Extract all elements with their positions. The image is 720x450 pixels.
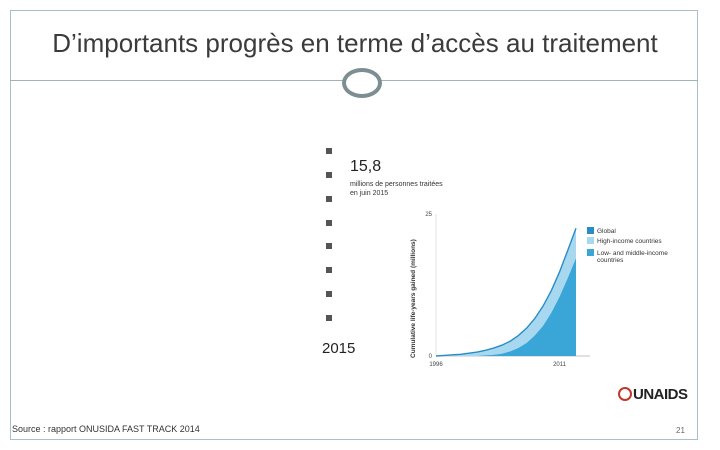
life-years-chart: Cumulative life-years gained (millions) … [410, 212, 670, 368]
stat-value: 15,8 [350, 158, 382, 175]
bullet-square-icon [326, 291, 332, 297]
slide-title: D’importants progrès en terme d’accès au… [52, 28, 658, 58]
legend-label-low-middle-income: Low- and middle-income countries [597, 250, 670, 264]
legend-label-high-income: High-income countries [597, 238, 662, 245]
x-tick-label: 2011 [553, 362, 567, 368]
year-label: 2015 [322, 340, 356, 357]
y-axis-title: Cumulative life-years gained (millions) [410, 239, 417, 358]
bullet-square-icon [326, 172, 332, 178]
legend-label-global: Global [597, 228, 616, 235]
bullet-square-icon [326, 220, 332, 226]
series-area-low-middle-income [436, 258, 576, 356]
x-tick-label: 1996 [429, 362, 443, 368]
unaids-logo: UNAIDS [618, 386, 688, 403]
bullet-square-icon [326, 267, 332, 273]
bullet-square-icon [326, 243, 332, 249]
bullet-square-icon [326, 315, 332, 321]
bullet-square-icon [326, 196, 332, 202]
series-area-high-income [436, 228, 576, 356]
bullet-square-icon [326, 148, 332, 154]
stat-caption: millions de personnes traitées en juin 2… [350, 181, 443, 197]
slide-frame [10, 10, 698, 440]
legend-swatch-global [587, 227, 594, 234]
source-note: Source : rapport ONUSIDA FAST TRACK 2014 [12, 424, 200, 434]
page-number: 21 [676, 426, 685, 435]
un-globe-icon [618, 387, 632, 401]
chart-legend: Global High-income countries Low- and mi… [587, 227, 670, 264]
series-line-global [435, 227, 577, 357]
legend-swatch-low-middle-income [587, 249, 594, 256]
legend-swatch-high-income [587, 237, 594, 244]
y-tick-label: 25 [425, 212, 432, 218]
ring-ornament-icon [342, 68, 382, 98]
y-tick-label: 0 [429, 354, 433, 360]
legend-label-line: countries [597, 257, 624, 264]
legend-label-line: Low- and middle-income [597, 250, 668, 257]
